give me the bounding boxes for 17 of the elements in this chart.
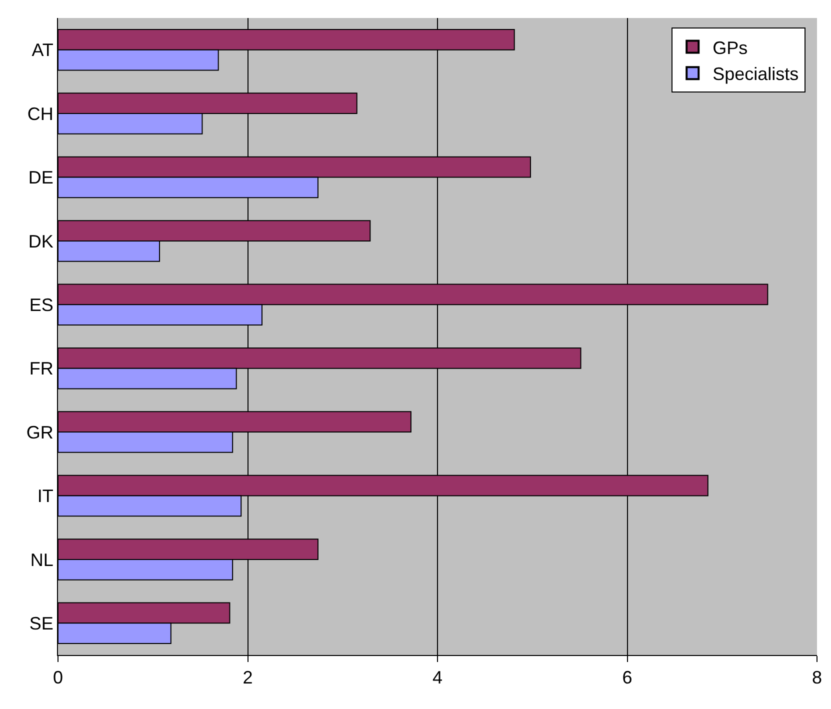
x-tick-label: 8 — [812, 668, 822, 688]
x-tick-label: 0 — [52, 668, 64, 688]
y-tick-label: CH — [27, 104, 54, 124]
y-tick-label: GR — [26, 422, 54, 442]
y-tick-label: SE — [29, 613, 54, 634]
y-tick-label: DK — [28, 231, 54, 252]
x-tick-label: 2 — [242, 668, 253, 688]
y-tick-label: AT — [32, 40, 54, 60]
legend-label: Specialists — [712, 64, 799, 84]
x-tick-label: 4 — [432, 668, 443, 688]
y-tick-label: NL — [30, 550, 54, 570]
y-tick-label: FR — [29, 358, 54, 379]
y-tick-label: ES — [29, 294, 54, 315]
y-tick-label: DE — [28, 168, 54, 188]
y-tick-label: IT — [37, 486, 54, 506]
x-tick-label: 6 — [622, 668, 632, 688]
legend-label: GPs — [712, 38, 748, 58]
